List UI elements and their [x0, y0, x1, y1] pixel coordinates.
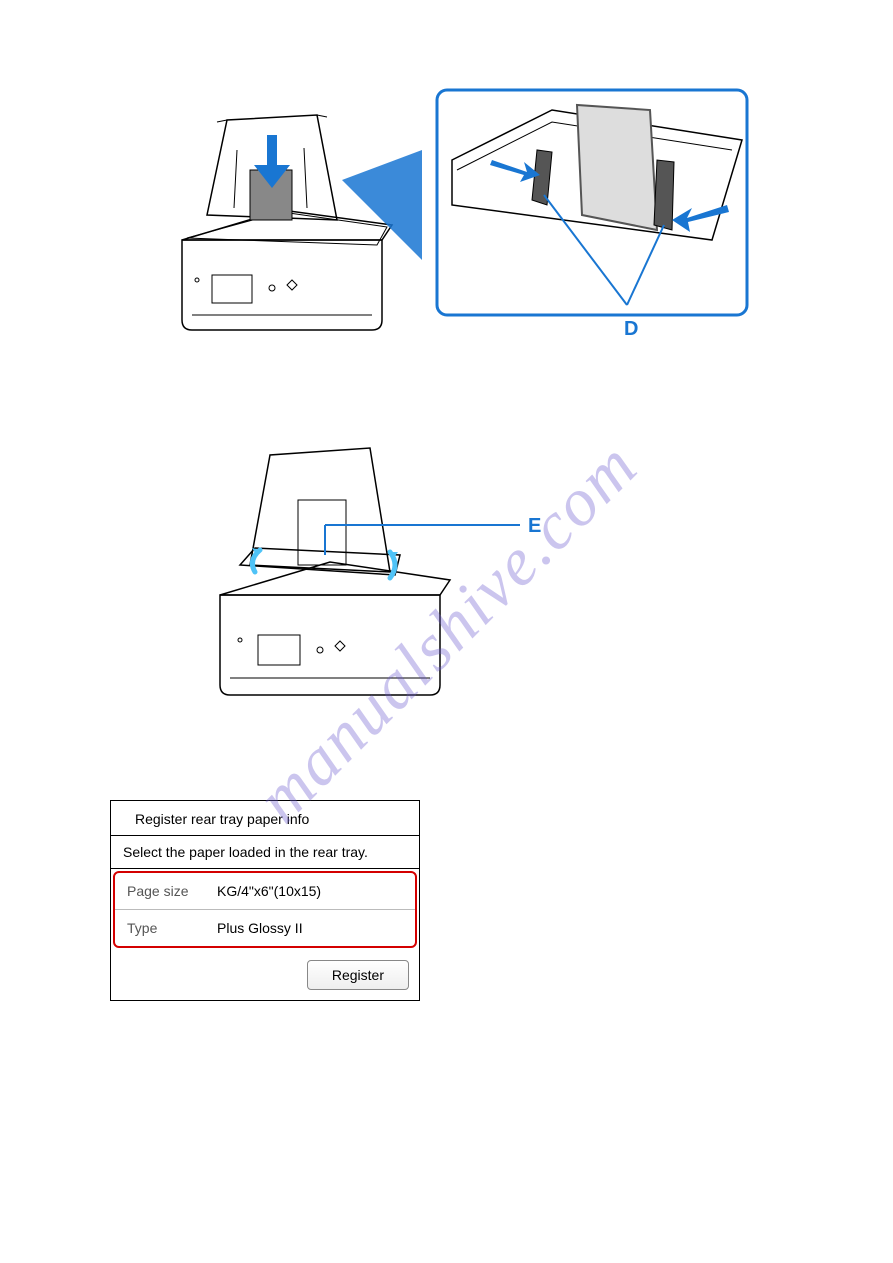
callout-label-d: D: [624, 318, 638, 340]
printer-feed-slot-cover-diagram: E: [180, 400, 560, 720]
callout-label-e: E: [528, 515, 541, 537]
page-size-row[interactable]: Page size KG/4"x6"(10x15): [115, 873, 415, 910]
type-value: Plus Glossy II: [217, 920, 403, 936]
printer-paper-guides-detail: D: [432, 60, 752, 360]
dialog-highlighted-options: Page size KG/4"x6"(10x15) Type Plus Glos…: [113, 871, 417, 948]
dialog-title: Register rear tray paper info: [111, 801, 419, 836]
dialog-subtitle: Select the paper loaded in the rear tray…: [111, 836, 419, 869]
printer-load-paper-diagram: [142, 60, 422, 360]
dialog-footer: Register: [111, 950, 419, 1000]
page-size-value: KG/4"x6"(10x15): [217, 883, 403, 899]
figure-1-row: D: [80, 60, 813, 360]
document-page: D E: [0, 0, 893, 1061]
type-label: Type: [127, 920, 217, 936]
register-paper-dialog: Register rear tray paper info Select the…: [110, 800, 420, 1001]
register-button[interactable]: Register: [307, 960, 409, 990]
type-row[interactable]: Type Plus Glossy II: [115, 910, 415, 946]
dialog-section: Register rear tray paper info Select the…: [110, 800, 813, 1001]
figure-2: E: [180, 400, 813, 720]
page-size-label: Page size: [127, 883, 217, 899]
